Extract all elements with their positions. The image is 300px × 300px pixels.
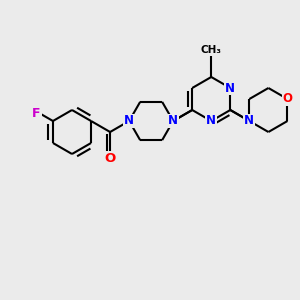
Text: N: N — [225, 82, 235, 94]
Text: N: N — [206, 115, 216, 128]
Text: N: N — [124, 115, 134, 128]
Text: N: N — [168, 115, 178, 128]
Text: CH₃: CH₃ — [201, 45, 222, 55]
Text: N: N — [244, 115, 254, 128]
Text: F: F — [32, 107, 41, 120]
Text: O: O — [104, 152, 116, 166]
Text: O: O — [283, 92, 292, 106]
